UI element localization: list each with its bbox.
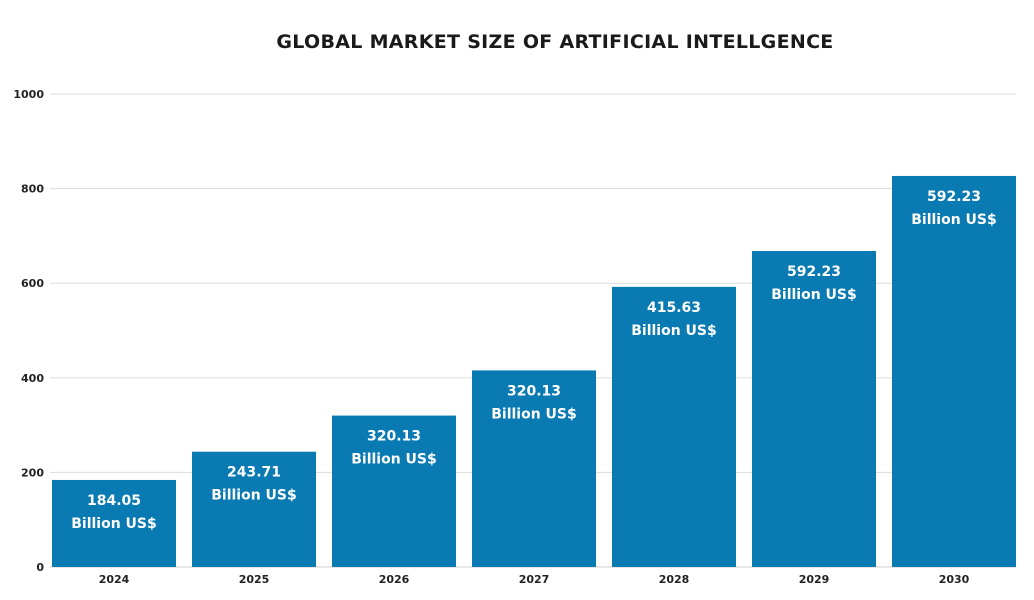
- data-label-unit: Billion US$: [631, 323, 717, 339]
- data-label-unit: Billion US$: [771, 287, 857, 303]
- x-tick-label: 2028: [659, 573, 690, 586]
- chart-title: GLOBAL MARKET SIZE OF ARTIFICIAL INTELLG…: [276, 31, 833, 53]
- data-label-unit: Billion US$: [71, 516, 157, 532]
- x-tick-label: 2026: [379, 573, 410, 586]
- bar: [332, 415, 456, 567]
- x-tick-label: 2030: [939, 573, 970, 586]
- y-tick-label: 800: [21, 183, 44, 196]
- y-tick-label: 0: [36, 561, 44, 574]
- bar: [472, 370, 596, 567]
- bar: [192, 451, 316, 567]
- x-tick-label: 2024: [99, 573, 130, 586]
- data-label-value: 592.23: [787, 264, 841, 280]
- data-label-value: 415.63: [647, 300, 701, 316]
- data-label-value: 184.05: [87, 493, 141, 509]
- bar: [52, 479, 176, 567]
- data-label-unit: Billion US$: [211, 488, 297, 504]
- data-label-value: 592.23: [927, 189, 981, 205]
- data-label-unit: Billion US$: [911, 212, 997, 228]
- y-tick-label: 1000: [13, 88, 44, 101]
- y-tick-label: 400: [21, 372, 44, 385]
- bar: [752, 251, 876, 567]
- y-tick-label: 200: [21, 466, 44, 479]
- y-tick-label: 600: [21, 277, 44, 290]
- x-tick-label: 2027: [519, 573, 550, 586]
- data-label-unit: Billion US$: [351, 452, 437, 468]
- data-label-unit: Billion US$: [491, 406, 577, 422]
- x-tick-label: 2025: [239, 573, 270, 586]
- data-label-value: 320.13: [367, 429, 421, 445]
- data-label-value: 320.13: [507, 383, 561, 399]
- data-label-value: 243.71: [227, 465, 281, 481]
- bar: [892, 175, 1016, 567]
- x-tick-label: 2029: [799, 573, 830, 586]
- bar: [612, 286, 736, 567]
